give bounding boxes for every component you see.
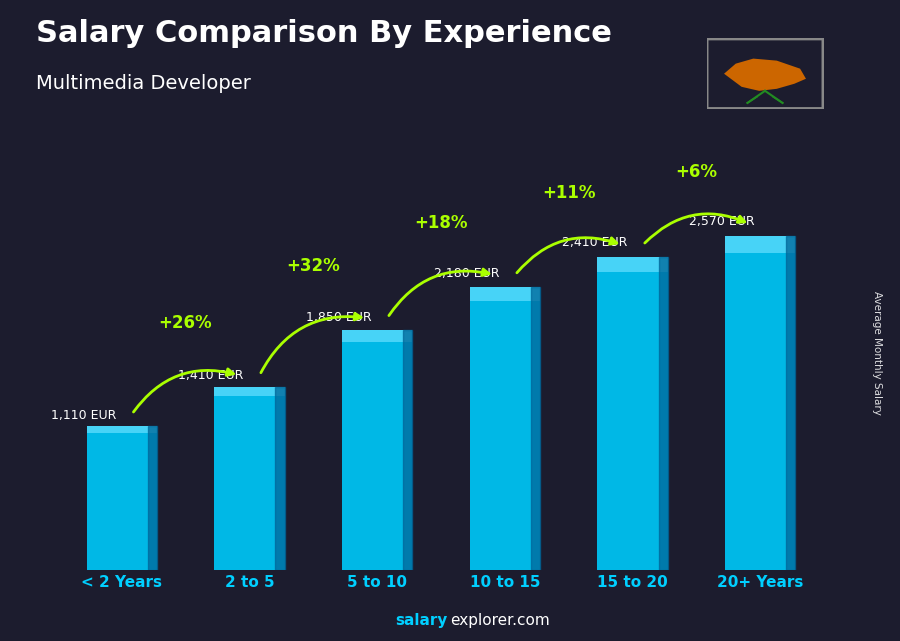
Text: 2,180 EUR: 2,180 EUR [434, 267, 500, 279]
FancyArrowPatch shape [644, 214, 744, 243]
Bar [86, 426, 157, 570]
Bar [148, 426, 157, 570]
Polygon shape [724, 58, 806, 91]
Bar [470, 287, 540, 570]
Text: +11%: +11% [542, 184, 596, 202]
Bar [725, 236, 796, 253]
Bar [214, 387, 284, 396]
Bar [598, 256, 668, 570]
Text: salary: salary [395, 613, 447, 628]
FancyArrowPatch shape [261, 313, 361, 372]
Text: Average Monthly Salary: Average Monthly Salary [872, 290, 883, 415]
Bar [342, 329, 412, 342]
Bar [342, 329, 412, 570]
Text: +26%: +26% [158, 314, 212, 332]
Text: 1,110 EUR: 1,110 EUR [50, 410, 116, 422]
Text: 1,410 EUR: 1,410 EUR [178, 369, 244, 382]
Bar [787, 236, 796, 570]
FancyArrowPatch shape [517, 238, 616, 273]
Text: Multimedia Developer: Multimedia Developer [36, 74, 251, 93]
Bar [214, 387, 284, 570]
Bar [470, 287, 540, 301]
Text: +6%: +6% [676, 163, 717, 181]
Text: +32%: +32% [286, 257, 340, 275]
FancyArrowPatch shape [133, 369, 233, 412]
FancyArrowPatch shape [389, 269, 489, 315]
Text: explorer.com: explorer.com [450, 613, 550, 628]
Bar [725, 236, 796, 570]
Bar [659, 256, 668, 570]
Text: Salary Comparison By Experience: Salary Comparison By Experience [36, 19, 612, 48]
Bar [531, 287, 540, 570]
Text: +18%: +18% [414, 214, 468, 232]
Text: 1,850 EUR: 1,850 EUR [306, 311, 372, 324]
Text: 2,570 EUR: 2,570 EUR [689, 215, 755, 228]
Bar [86, 426, 157, 433]
Text: 2,410 EUR: 2,410 EUR [562, 236, 627, 249]
Bar [598, 256, 668, 272]
Bar [275, 387, 284, 570]
Bar [403, 329, 412, 570]
